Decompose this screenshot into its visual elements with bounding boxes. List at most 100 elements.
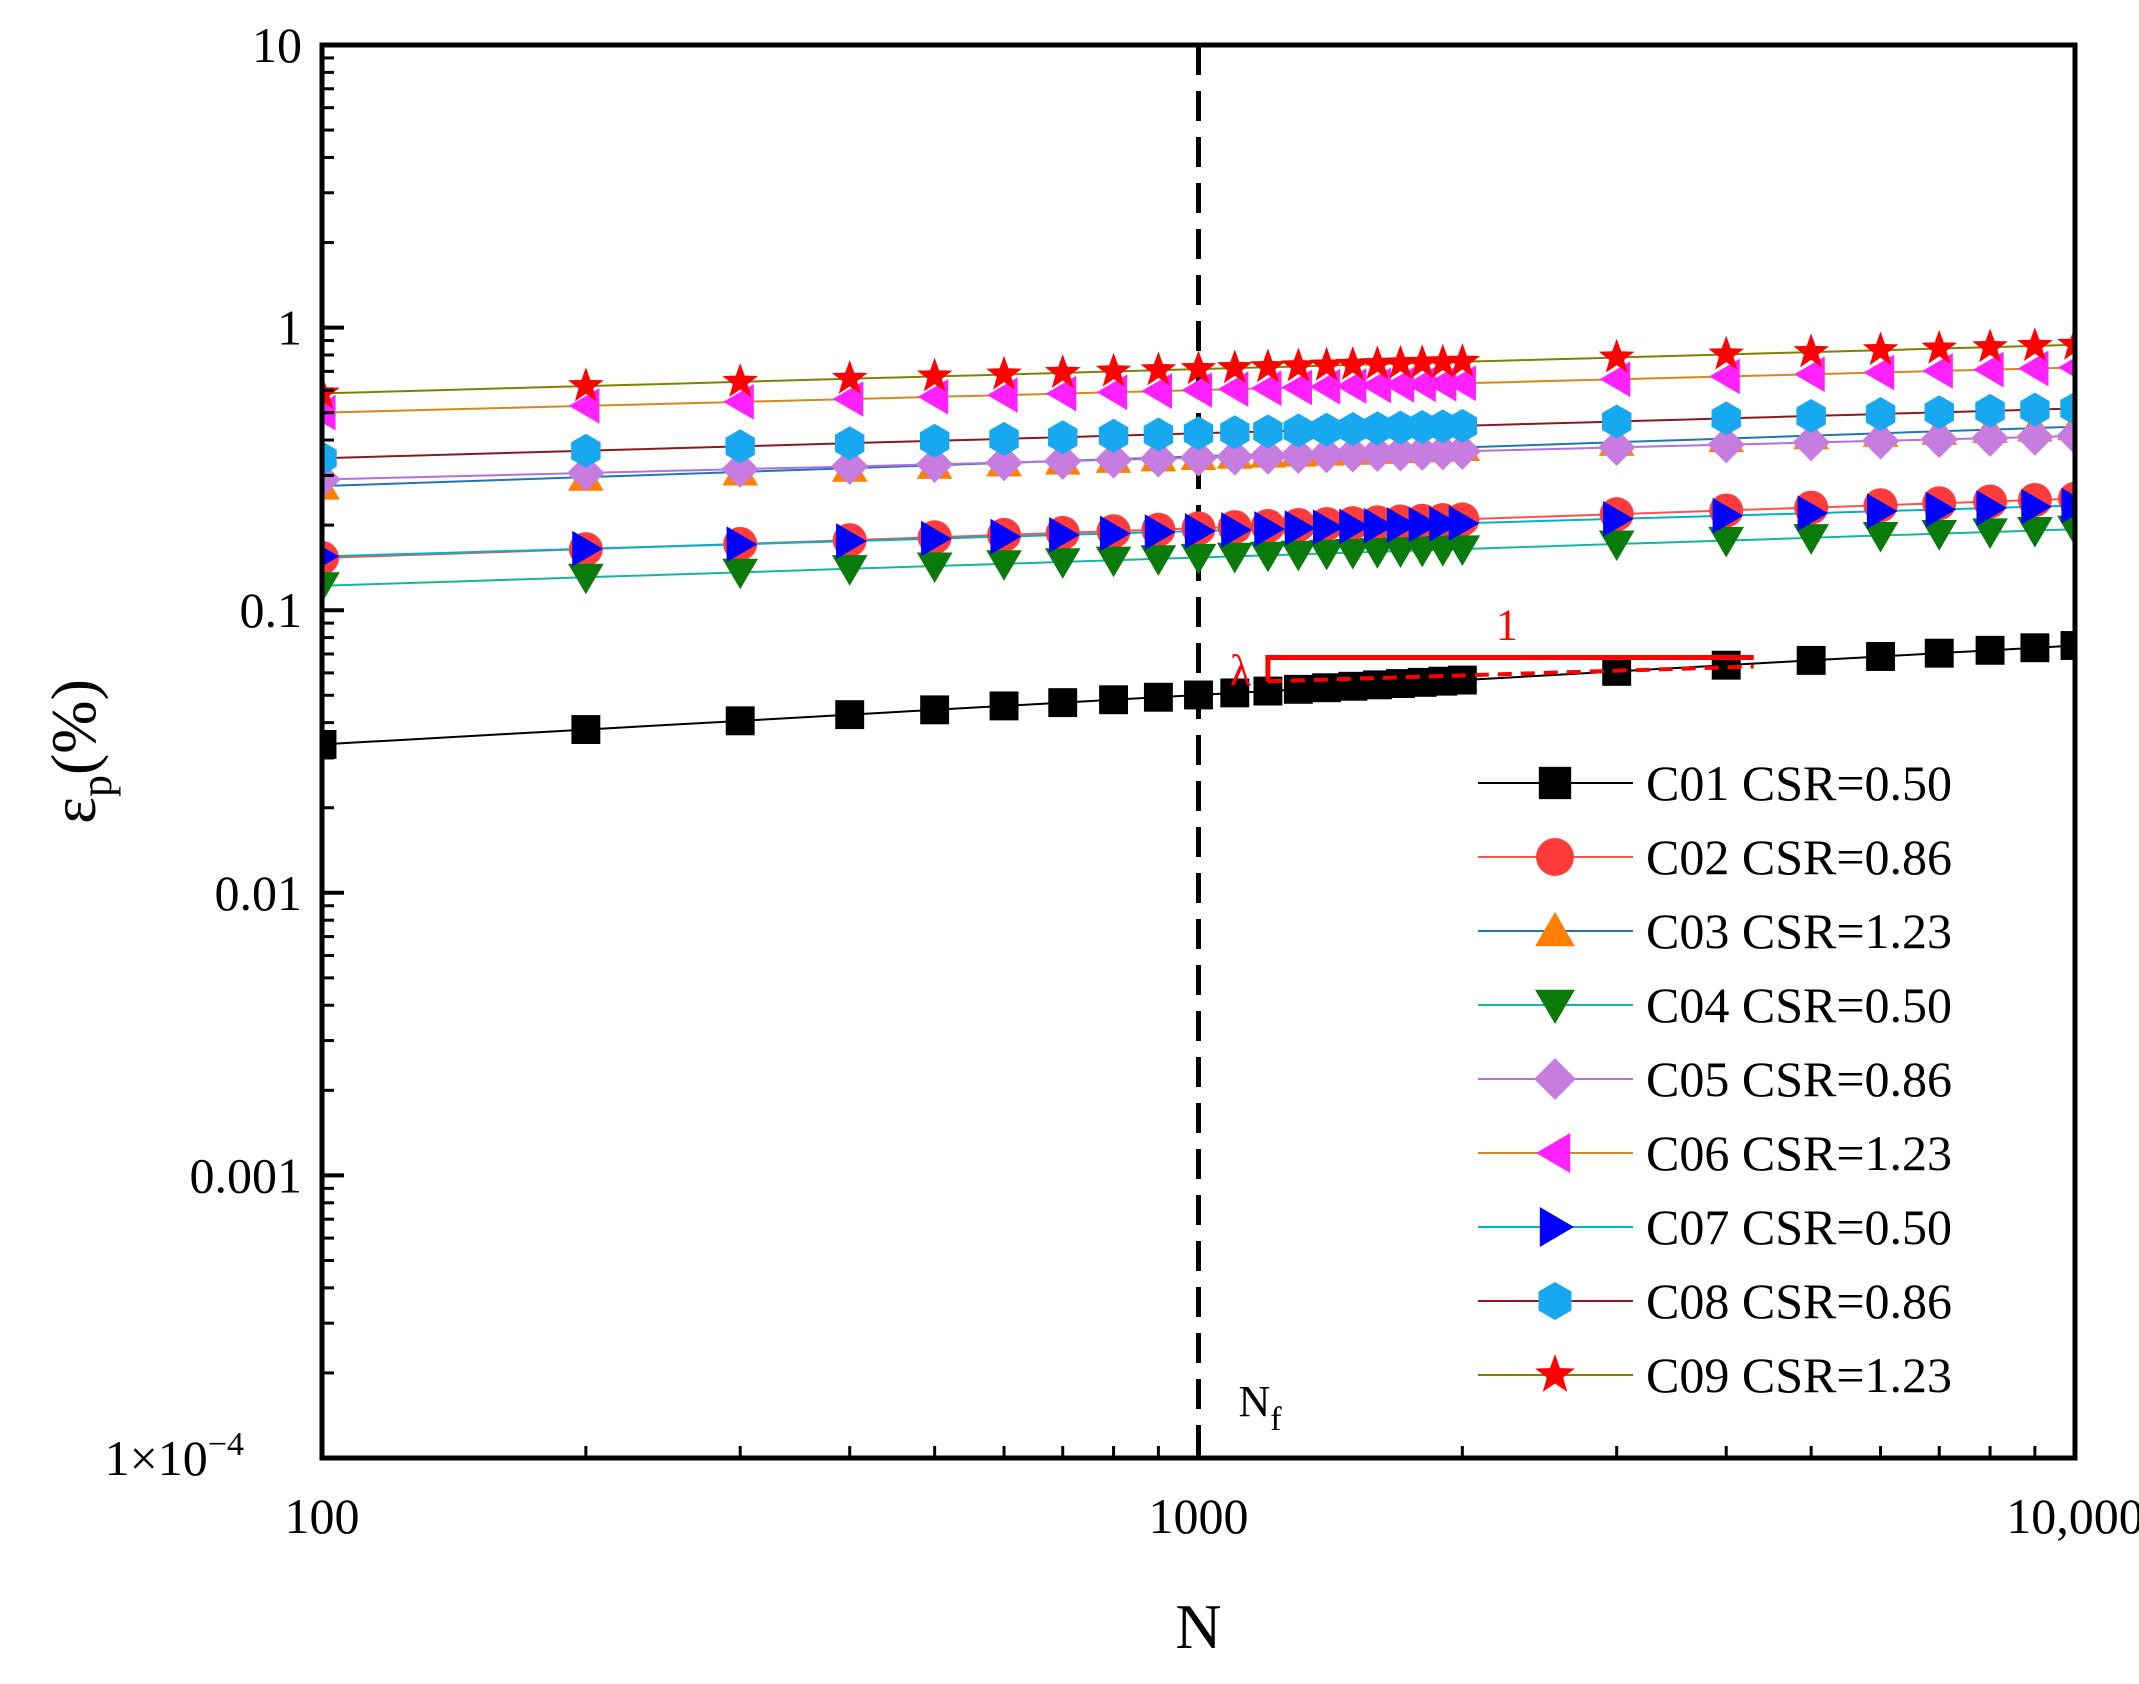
point-c09 — [986, 355, 1022, 390]
slope-triangle — [1265, 655, 1754, 682]
point-c07 — [1284, 510, 1316, 546]
point-c05 — [1597, 428, 1636, 467]
point-c07 — [1312, 509, 1344, 546]
point-c09 — [1972, 328, 2008, 363]
series-markers — [322, 326, 2075, 759]
point-c04 — [916, 552, 953, 584]
point-c09 — [1140, 351, 1177, 386]
point-c09 — [722, 363, 758, 397]
point-c06 — [2058, 357, 2075, 378]
y-tick-label: 10 — [252, 17, 302, 73]
point-c07 — [1448, 505, 1480, 542]
point-c09 — [1921, 329, 1957, 364]
point-c01 — [920, 695, 950, 725]
point-c01 — [1447, 665, 1477, 695]
point-c09 — [2017, 327, 2053, 361]
legend-label: C08 CSR=0.86 — [1646, 1273, 1952, 1329]
point-c05 — [1381, 434, 1420, 472]
point-c08 — [919, 423, 950, 458]
slope-run-label: 1 — [1496, 601, 1518, 650]
legend-label: C09 CSR=1.23 — [1646, 1347, 1952, 1403]
point-c06 — [1250, 370, 1282, 407]
point-c01 — [1048, 688, 1078, 718]
point-c01 — [322, 729, 337, 759]
point-c06 — [2017, 350, 2049, 387]
point-c01 — [725, 706, 755, 736]
point-c04 — [1280, 540, 1317, 572]
legend-label: C05 CSR=0.86 — [1646, 1051, 1952, 1107]
point-c05 — [1792, 423, 1830, 462]
point-c05 — [2056, 417, 2075, 455]
point-c08 — [1975, 393, 2005, 428]
point-c01 — [2020, 633, 2050, 663]
point-c05 — [721, 450, 759, 488]
legend-item-c09: C09 CSR=1.23 — [1478, 1347, 1952, 1403]
point-c06 — [1045, 375, 1077, 412]
point-c06 — [1335, 368, 1367, 404]
axis-titles: Nεp(%) — [38, 679, 1222, 1662]
point-c04 — [1308, 539, 1345, 571]
legend-label: C07 CSR=0.50 — [1646, 1199, 1952, 1255]
point-c07 — [921, 520, 952, 557]
point-c01 — [1796, 645, 1826, 675]
point-c06 — [1863, 354, 1895, 391]
y-tick-label: 0.1 — [240, 582, 303, 638]
point-c07 — [1049, 517, 1080, 553]
point-c01 — [989, 691, 1019, 721]
point-c01 — [1338, 671, 1368, 701]
point-c09 — [1708, 335, 1744, 370]
point-c07 — [1925, 491, 1957, 528]
legend-marker — [1538, 766, 1572, 800]
point-c05 — [1920, 420, 1958, 459]
point-c09 — [1250, 348, 1286, 383]
slope-annotation: 1λ — [1230, 601, 1754, 695]
point-c06 — [1709, 358, 1740, 395]
point-c05 — [1971, 419, 2009, 457]
point-c09 — [1095, 352, 1132, 387]
point-c06 — [1445, 365, 1476, 402]
point-c07 — [1603, 500, 1634, 537]
point-c05 — [831, 447, 869, 486]
point-c08 — [1362, 411, 1393, 446]
point-c01 — [1866, 642, 1895, 671]
point-c04 — [1444, 535, 1481, 567]
point-c06 — [1309, 368, 1341, 405]
point-c04 — [568, 563, 604, 595]
legend-marker — [1538, 1282, 1572, 1320]
point-c07 — [1339, 508, 1370, 545]
point-c04 — [1921, 520, 1958, 551]
point-c01 — [1143, 682, 1173, 712]
slope-hypotenuse — [1267, 664, 1754, 684]
point-c01 — [1184, 680, 1213, 710]
point-c04 — [1140, 545, 1177, 576]
point-c08 — [322, 441, 337, 476]
legend-marker — [1539, 1207, 1574, 1247]
point-c08 — [1183, 416, 1214, 451]
legend-label: C01 CSR=0.50 — [1646, 755, 1952, 811]
point-c09 — [831, 360, 868, 394]
point-c09 — [1598, 338, 1635, 373]
legend-label: C03 CSR=1.23 — [1646, 903, 1952, 959]
point-c05 — [1334, 435, 1372, 473]
point-c05 — [1094, 441, 1133, 479]
point-c08 — [1143, 417, 1174, 452]
point-c06 — [1181, 372, 1213, 408]
legend-item-c05: C05 CSR=0.86 — [1478, 1051, 1952, 1107]
point-c04 — [2017, 516, 2053, 548]
point-c01 — [1975, 635, 2005, 665]
point-c07 — [1408, 506, 1440, 543]
point-c07 — [1099, 515, 1131, 552]
point-c08 — [1924, 395, 1954, 430]
point-c09 — [1359, 345, 1396, 380]
y-tick-label: 1×10−4 — [105, 1426, 244, 1486]
x-tick-label: 1000 — [1149, 1488, 1249, 1544]
point-c01 — [1099, 685, 1129, 715]
point-c01 — [1220, 678, 1250, 708]
point-c06 — [1217, 371, 1249, 407]
point-c09 — [1280, 347, 1317, 382]
point-c08 — [1220, 415, 1250, 450]
point-c09 — [1793, 333, 1829, 368]
point-c07 — [2021, 488, 2052, 525]
point-c09 — [1862, 331, 1899, 366]
point-c09 — [1217, 349, 1253, 384]
